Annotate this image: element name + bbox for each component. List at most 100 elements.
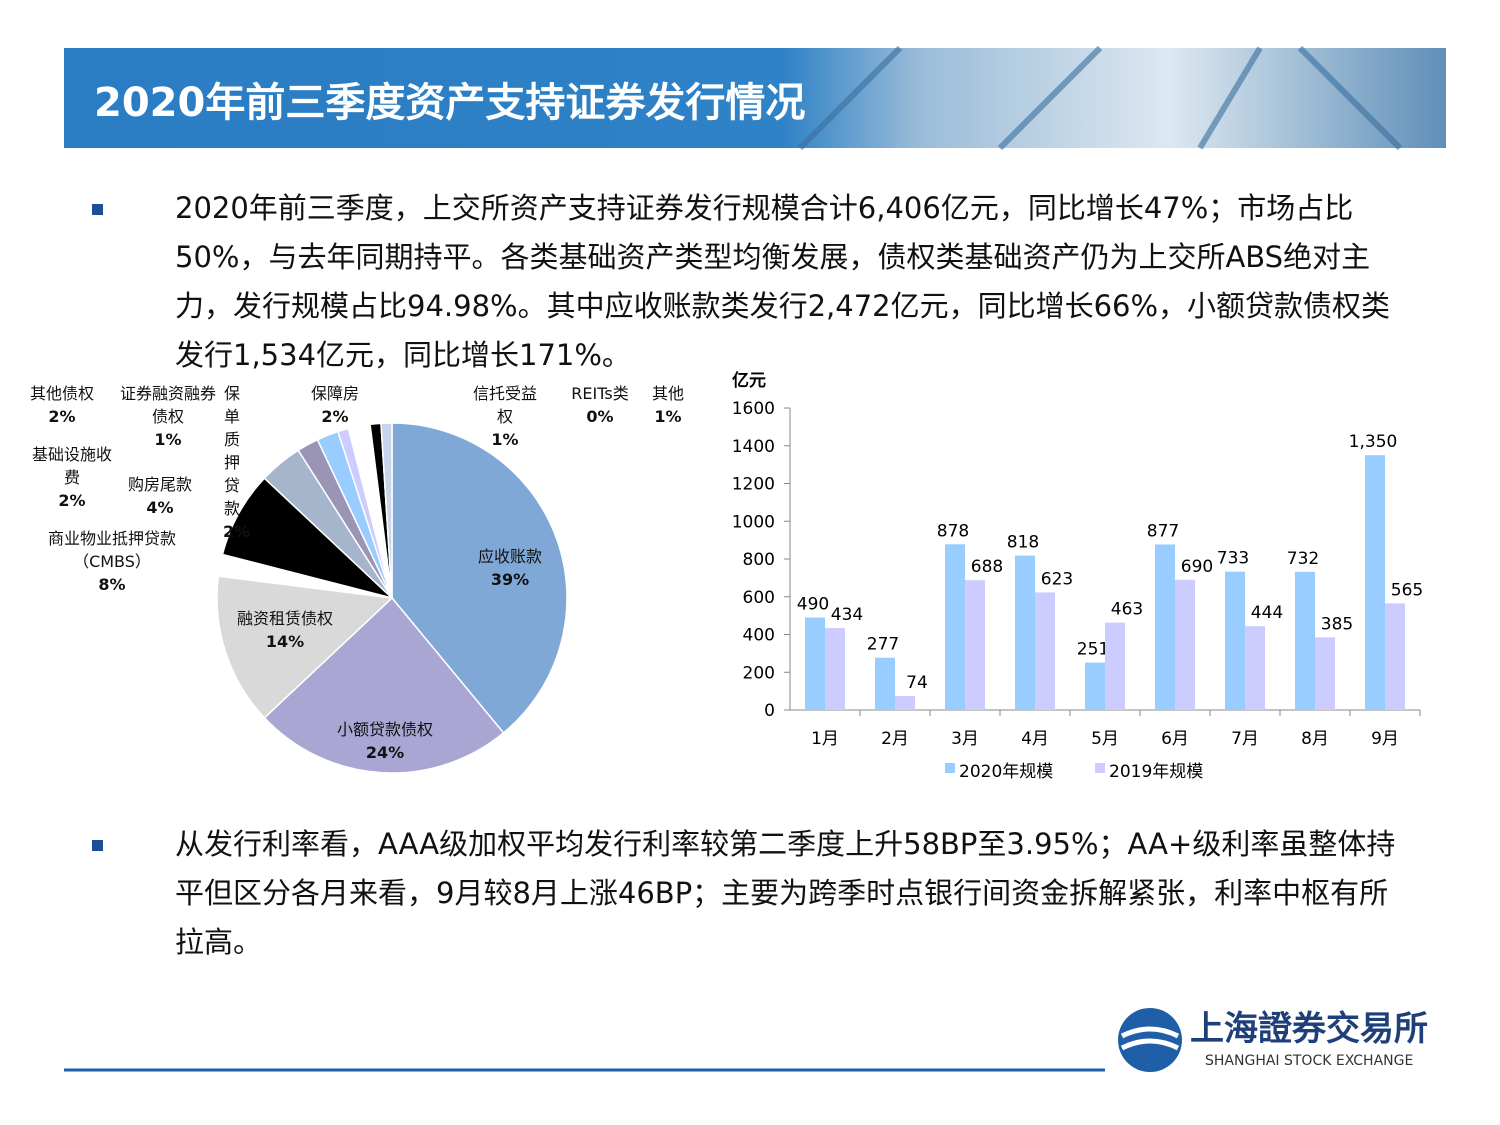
x-tick-label: 7月 — [1231, 729, 1259, 749]
bar-value-label: 623 — [1041, 569, 1073, 589]
slice-label: 信托受益权 1% — [470, 382, 540, 451]
bar — [825, 628, 845, 710]
slice-name: 融资租赁债权 — [236, 609, 333, 628]
slice-name: 证券融资融券债权 — [119, 384, 216, 426]
bar-value-label: 565 — [1391, 580, 1423, 600]
y-tick-label: 400 — [743, 626, 775, 646]
slice-label: 其他债权 2% — [17, 382, 107, 428]
bar-value-label: 434 — [831, 605, 863, 625]
slice-label: 融资租赁债权 14% — [220, 607, 350, 653]
slice-name: 其他 — [651, 384, 684, 403]
slice-value: 8% — [98, 575, 126, 594]
bar — [945, 544, 965, 710]
logo-cn: 上海證券交易所 — [1190, 1009, 1428, 1049]
bar — [1385, 603, 1405, 710]
slice-name: 小额贷款债权 — [336, 720, 433, 739]
slice-name: REITs类 — [571, 384, 629, 403]
bar — [1105, 622, 1125, 710]
pie-slice — [216, 575, 394, 719]
slice-name: 基础设施收费 — [32, 445, 113, 487]
y-tick-label: 1000 — [732, 512, 775, 532]
slice-label: 商业物业抵押贷款（CMBS） 8% — [37, 527, 187, 596]
slice-value: 14% — [265, 632, 305, 651]
slice-label: 其他 1% — [643, 382, 693, 428]
bar-value-label: 1,350 — [1349, 432, 1398, 452]
legend-swatch — [945, 763, 955, 773]
slice-name: 保单质押贷款 — [223, 384, 240, 518]
logo-waves — [1120, 1026, 1180, 1051]
slice-label: 保障房 2% — [300, 382, 370, 428]
bar-value-label: 732 — [1287, 549, 1319, 569]
legend-label: 2020年规模 — [959, 762, 1053, 782]
title: 2020年前三季度资产支持证券发行情况 — [94, 80, 805, 126]
y-tick-label: 1600 — [732, 399, 775, 419]
bar — [1155, 544, 1175, 710]
y-tick-label: 800 — [743, 550, 775, 570]
bar-value-label: 74 — [906, 673, 928, 693]
slice-value: 2% — [321, 407, 349, 426]
bar — [1175, 579, 1195, 710]
header-band — [64, 48, 1446, 148]
x-tick-label: 8月 — [1301, 729, 1329, 749]
slice-name: 保障房 — [310, 384, 359, 403]
paragraph: 2020年前三季度，上交所资产支持证券发行规模合计6,406亿元，同比增长47%… — [175, 191, 1391, 372]
slice-label: REITs类 0% — [560, 382, 640, 428]
bar — [1085, 662, 1105, 710]
bar-value-label: 688 — [971, 557, 1003, 577]
slice-name: 购房尾款 — [127, 475, 192, 494]
bar-value-label: 444 — [1251, 603, 1283, 623]
x-tick-label: 9月 — [1371, 729, 1399, 749]
pie-slice — [263, 596, 505, 774]
bar — [805, 617, 825, 710]
bar — [1245, 626, 1265, 710]
bar-value-label: 818 — [1007, 533, 1039, 553]
slice-value: 39% — [490, 570, 530, 589]
bar-value-label: 733 — [1217, 549, 1249, 569]
logo-en: SHANGHAI STOCK EXCHANGE — [1205, 1053, 1413, 1069]
slice-label: 保单质押贷款 2% — [223, 382, 250, 543]
x-tick-label: 1月 — [811, 729, 839, 749]
slice-value: 24% — [365, 743, 405, 762]
slice-value: 2% — [48, 407, 76, 426]
x-tick-label: 6月 — [1161, 729, 1189, 749]
slice-label: 证券融资融券债权 1% — [118, 382, 218, 451]
bar — [1315, 637, 1335, 710]
bar-value-label: 490 — [797, 595, 829, 615]
bar-value-label: 251 — [1077, 640, 1109, 660]
slice-name: 其他债权 — [29, 384, 94, 403]
paragraph: 从发行利率看，AAA级加权平均发行利率较第二季度上升58BP至3.95%；AA+… — [175, 827, 1396, 959]
bar — [1015, 555, 1035, 710]
bar — [1365, 455, 1385, 710]
bar — [895, 696, 915, 710]
bar-value-label: 463 — [1111, 600, 1143, 620]
x-tick-label: 5月 — [1091, 729, 1119, 749]
y-axis-label: 亿元 — [732, 370, 766, 391]
slice-label: 应收账款 39% — [465, 545, 555, 591]
pie-chart — [216, 422, 568, 774]
bar — [1035, 592, 1055, 710]
x-tick-label: 4月 — [1021, 729, 1049, 749]
slice-value: 1% — [154, 430, 182, 449]
bar-value-label: 690 — [1181, 557, 1213, 577]
pie-slice — [391, 422, 568, 734]
y-tick-label: 1400 — [732, 437, 775, 457]
pie-slice — [380, 422, 393, 599]
header-decoration — [797, 45, 1403, 151]
slice-name: 应收账款 — [477, 547, 542, 566]
x-tick-label: 2月 — [881, 729, 909, 749]
slice-value: 4% — [146, 498, 174, 517]
y-tick-label: 0 — [764, 701, 775, 721]
slice-label: 小额贷款债权 24% — [320, 718, 450, 764]
slice-value: 0% — [586, 407, 614, 426]
legend-swatch — [1095, 763, 1105, 773]
bar-value-label: 385 — [1321, 614, 1353, 634]
bar — [1295, 571, 1315, 710]
y-tick-label: 600 — [743, 588, 775, 608]
x-tick-label: 3月 — [951, 729, 979, 749]
slice-name: 商业物业抵押贷款（CMBS） — [47, 529, 176, 571]
legend-label: 2019年规模 — [1109, 762, 1203, 782]
bar — [875, 657, 895, 710]
bar-value-label: 877 — [1147, 521, 1179, 541]
